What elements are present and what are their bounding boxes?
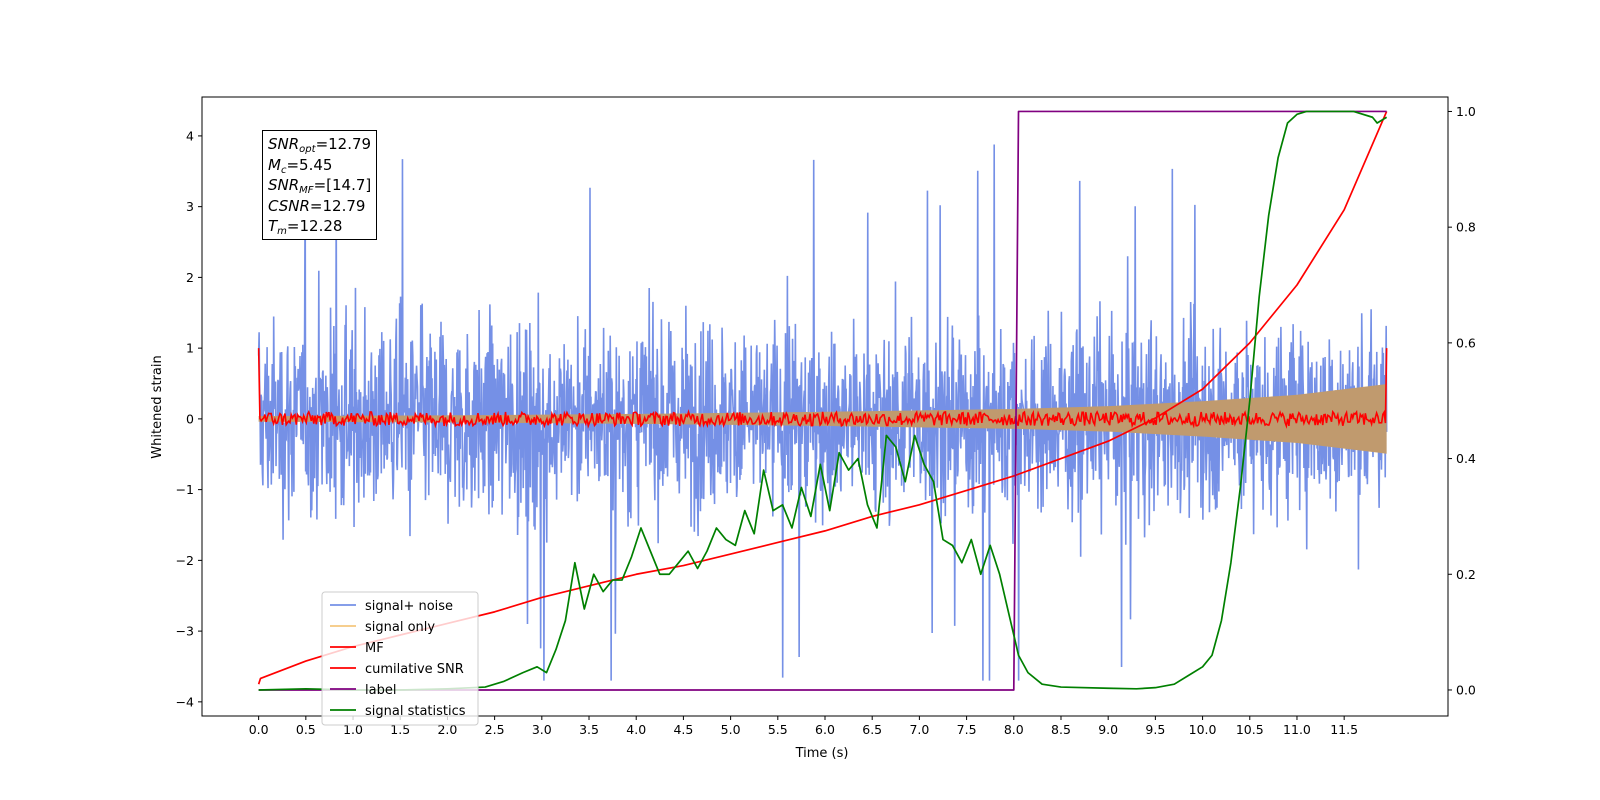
x-tick-label: 9.5 (1145, 722, 1165, 737)
x-tick-label: 1.5 (390, 722, 410, 737)
x-tick-label: 7.0 (909, 722, 929, 737)
stat-snr-mf: SNRMF=[14.7] (268, 176, 372, 196)
x-tick-label: 8.0 (1004, 722, 1024, 737)
x-tick-label: 10.0 (1189, 722, 1217, 737)
x-tick-label: 1.0 (343, 722, 363, 737)
right-y-axis: 1.0 0.8 0.6 0.4 0.2 0.0 (1448, 104, 1476, 697)
y2-tick-label: 1.0 (1456, 104, 1476, 119)
y-tick-label: 1 (186, 341, 194, 356)
x-tick-label: 3.5 (579, 722, 599, 737)
x-tick-label: 11.5 (1330, 722, 1358, 737)
y-tick-label: −2 (176, 553, 194, 568)
x-tick-label: 2.5 (485, 722, 505, 737)
stats-annotation-box: SNRopt=12.79 Mc=5.45 SNRMF=[14.7] CSNR=1… (262, 130, 378, 240)
x-axis: 0.0 0.5 1.0 1.5 2.0 2.5 3.0 3.5 4.0 4.5 5.0 5.5 6.0 6… (249, 716, 1358, 737)
series-mf (257, 348, 1388, 429)
y-axis-label: Whitened strain (150, 355, 165, 458)
y-tick-label: −3 (176, 624, 194, 639)
y2-tick-label: 0.8 (1456, 220, 1476, 235)
y-tick-label: 3 (186, 199, 194, 214)
stat-tm: Tm=12.28 (268, 217, 343, 237)
legend-label: cumilative SNR (365, 662, 464, 677)
y-tick-label: 2 (186, 270, 194, 285)
x-tick-label: 6.0 (815, 722, 835, 737)
x-tick-label: 11.0 (1283, 722, 1311, 737)
y-tick-label: −1 (176, 482, 194, 497)
y2-tick-label: 0.6 (1456, 335, 1476, 350)
x-tick-label: 6.5 (862, 722, 882, 737)
x-tick-label: 7.5 (957, 722, 977, 737)
stat-snr-opt: SNRopt=12.79 (268, 135, 372, 155)
y-tick-label: 4 (186, 128, 194, 143)
x-tick-label: 4.0 (626, 722, 646, 737)
y2-tick-label: 0.4 (1456, 451, 1476, 466)
legend-box (321, 591, 479, 726)
y2-tick-label: 0.0 (1456, 682, 1476, 697)
x-tick-label: 10.5 (1236, 722, 1264, 737)
x-tick-label: 8.5 (1051, 722, 1071, 737)
x-tick-label: 4.5 (673, 722, 693, 737)
x-tick-label: 3.0 (532, 722, 552, 737)
y2-tick-label: 0.2 (1456, 567, 1476, 582)
x-tick-label: 0.0 (249, 722, 269, 737)
legend-label: MF (365, 641, 384, 656)
stat-csnr: CSNR=12.79 (268, 196, 366, 215)
series-label (258, 110, 1387, 691)
x-tick-label: 2.0 (437, 722, 457, 737)
legend-label: signal+ noise (365, 599, 453, 614)
legend-label: signal only (365, 620, 435, 635)
x-tick-label: 9.0 (1098, 722, 1118, 737)
legend-label: signal statistics (365, 704, 466, 719)
stat-mc: Mc=5.45 (268, 155, 333, 176)
y-tick-label: 0 (186, 411, 194, 426)
series-signal-statistics (258, 110, 1388, 691)
x-tick-label: 0.5 (296, 722, 316, 737)
legend-label: label (365, 683, 396, 698)
x-axis-label: Time (s) (795, 746, 849, 761)
y-axis: 4 3 2 1 0 −1 −2 −3 −4 (176, 128, 202, 709)
y-tick-label: −4 (176, 694, 194, 709)
x-tick-label: 5.0 (721, 722, 741, 737)
legend: signal+ noise signal only MF cumilative SNR… (321, 591, 479, 726)
x-tick-label: 5.5 (768, 722, 788, 737)
